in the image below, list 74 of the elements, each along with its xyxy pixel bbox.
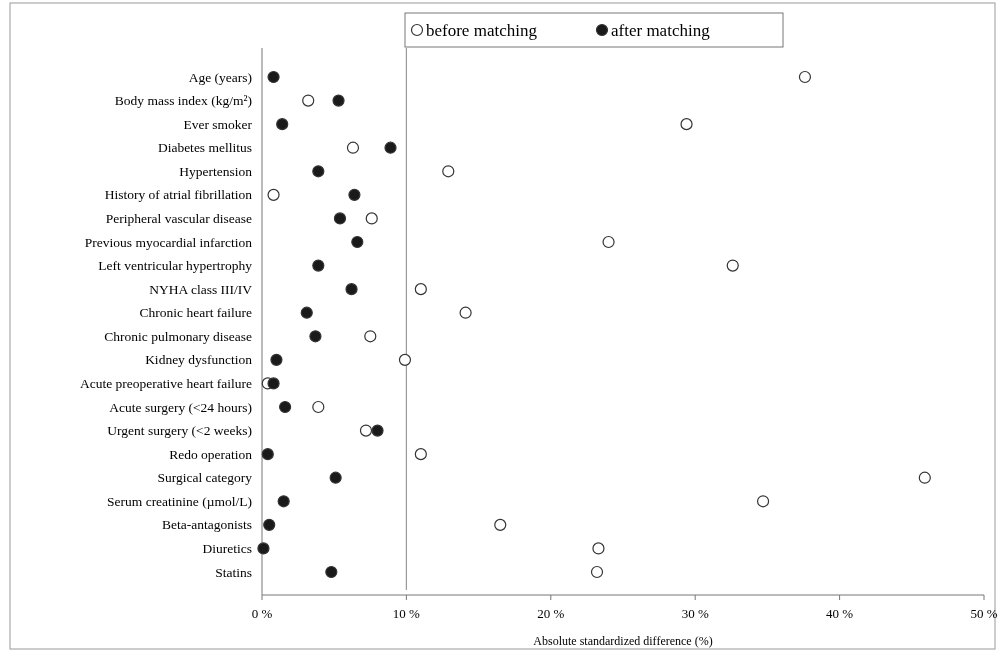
point: [359, 424, 373, 437]
y-tick-label: Diuretics: [202, 540, 252, 556]
point: [312, 400, 325, 414]
y-tick-label: Chronic pulmonary disease: [104, 328, 252, 344]
y-tick-label: Body mass index (kg/m²): [114, 93, 252, 109]
y-tick-label: Urgent surgery (<2 weeks): [107, 423, 252, 439]
y-tick-label: Surgical category: [157, 470, 253, 486]
point: [459, 306, 472, 319]
point: [365, 212, 378, 225]
point: [312, 165, 325, 178]
y-tick-label: Hypertension: [179, 163, 253, 179]
point: [270, 353, 283, 366]
point: [257, 542, 270, 555]
y-tick-label: Ever smoker: [183, 116, 253, 132]
point: [345, 283, 358, 296]
y-tick-label: Diabetes mellitus: [157, 140, 252, 156]
point: [592, 542, 605, 555]
x-tick-label: 10 %: [392, 606, 421, 621]
point: [364, 330, 377, 343]
point: [261, 448, 274, 461]
point: [276, 118, 289, 131]
x-axis-title: Absolute standardized difference (%): [533, 634, 713, 648]
legend-label: after matching: [611, 21, 711, 40]
point: [756, 495, 770, 508]
point: [277, 495, 290, 508]
point: [325, 565, 338, 579]
y-tick-label: Acute surgery (<24 hours): [109, 399, 252, 415]
point: [590, 565, 604, 579]
point: [312, 259, 325, 272]
y-tick-label: Previous myocardial infarction: [84, 234, 253, 250]
point: [329, 471, 342, 484]
point: [267, 70, 280, 84]
point: [414, 283, 427, 296]
x-tick-label: 0 %: [251, 606, 273, 621]
point: [494, 518, 507, 531]
point: [346, 141, 360, 154]
point: [263, 518, 276, 531]
point: [267, 188, 280, 201]
y-tick-label: Redo operation: [169, 446, 253, 462]
point: [680, 118, 693, 131]
x-tick-label: 20 %: [537, 606, 565, 621]
y-tick-label: Beta-antagonists: [162, 517, 252, 533]
y-tick-label: Statins: [215, 564, 252, 580]
point: [348, 188, 361, 201]
point: [398, 353, 412, 366]
legend-label: before matching: [426, 21, 538, 40]
point: [267, 377, 280, 390]
point: [279, 400, 292, 414]
point: [302, 94, 315, 107]
point: [384, 141, 397, 154]
point: [602, 235, 615, 249]
point: [918, 471, 931, 484]
point: [332, 94, 345, 107]
y-tick-label: Kidney dysfunction: [145, 352, 253, 368]
point: [371, 424, 384, 437]
point: [309, 330, 322, 343]
y-tick-label: NYHA class III/IV: [149, 281, 253, 297]
y-tick-label: Left ventricular hypertrophy: [98, 258, 253, 274]
point: [414, 448, 427, 461]
point: [300, 306, 313, 319]
y-tick-label: Acute preoperative heart failure: [79, 375, 252, 391]
point: [351, 235, 364, 249]
x-tick-label: 30 %: [681, 606, 709, 621]
y-tick-label: Serum creatinine (µmol/L): [107, 493, 252, 509]
point: [726, 259, 739, 272]
y-tick-label: Age (years): [188, 69, 252, 85]
y-tick-label: History of atrial fibrillation: [104, 187, 253, 203]
y-tick-label: Peripheral vascular disease: [105, 210, 253, 226]
y-tick-label: Chronic heart failure: [139, 305, 252, 321]
point: [798, 70, 812, 84]
point: [333, 212, 347, 225]
x-tick-label: 40 %: [826, 606, 854, 621]
x-tick-label: 50 %: [970, 606, 998, 621]
point: [442, 165, 455, 178]
